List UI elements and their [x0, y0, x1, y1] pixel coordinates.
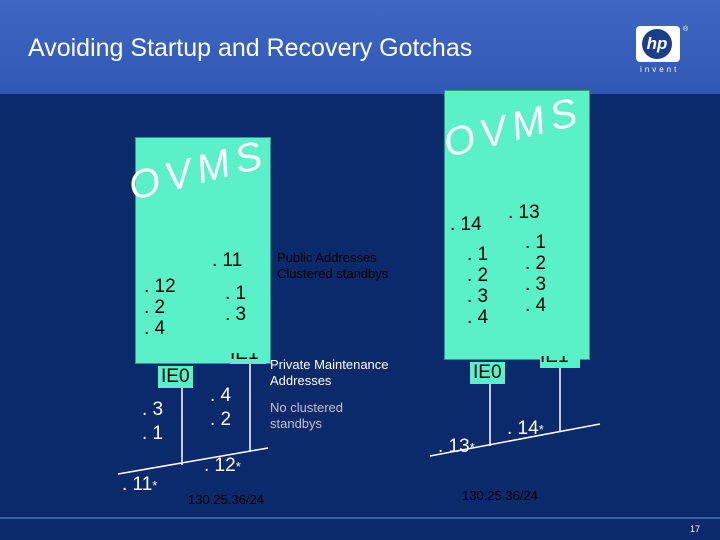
address: . 4: [210, 385, 232, 406]
right-ie0-interface: IE0: [470, 362, 505, 384]
left-ie0-cluster-address: . 11*: [122, 474, 158, 495]
private-addresses-note: Private Maintenance Addresses: [270, 357, 389, 388]
left-network-label: 130.25.36/24: [188, 492, 264, 507]
footer-divider: [0, 517, 720, 519]
right-ie1-cluster-address: . 14*: [507, 418, 544, 439]
right-node-box: [444, 90, 590, 360]
registered-mark: ®: [683, 26, 689, 33]
address: . 1: [142, 423, 164, 444]
slide-title: Avoiding Startup and Recovery Gotchas: [28, 34, 473, 62]
right-cluster-address-a: . 14: [450, 214, 482, 235]
address: . 12: [144, 276, 176, 297]
left-node-box: [135, 137, 271, 364]
address: . 1: [225, 283, 247, 304]
address: . 2: [144, 297, 166, 318]
address: . 4: [525, 295, 547, 316]
no-clustered-standbys-note: No clustered standbys: [270, 400, 343, 431]
right-addresses-b: . 1 . 2 . 3 . 4: [525, 232, 546, 316]
left-ie0-interface: IE0: [158, 366, 193, 388]
address: . 3: [525, 274, 547, 295]
address: . 3: [225, 304, 247, 325]
address: . 1: [525, 232, 547, 253]
invent-tagline: invent: [640, 65, 680, 74]
address: . 4: [144, 318, 166, 339]
right-network-label: 130.25.36/24: [462, 488, 538, 503]
right-cluster-address-b: . 13: [508, 202, 540, 223]
page-number: 17: [690, 524, 701, 534]
address: . 2: [210, 409, 232, 430]
right-addresses-a: . 1 . 2 . 3 . 4: [467, 244, 488, 328]
address: . 2: [525, 253, 547, 274]
left-ie1-addresses: . 4 . 2: [210, 384, 231, 432]
hp-logo-mark: hp: [642, 29, 672, 59]
left-ie1-interface: IE1: [230, 353, 266, 364]
address: . 3: [142, 399, 164, 420]
right-ie1-interface: IE1: [540, 356, 580, 368]
left-public-addresses-b: . 1 . 3: [225, 283, 246, 325]
public-addresses-note: Public Addresses Clustered standbys: [277, 250, 389, 281]
left-network-segment: [117, 447, 269, 475]
left-ie0-addresses: . 3 . 1: [142, 398, 163, 446]
address: . 2: [467, 265, 489, 286]
right-network-segment: [429, 423, 601, 457]
left-cluster-address: . 11: [212, 250, 243, 271]
address: . 1: [467, 244, 489, 265]
left-ie1-cluster-address: . 12*: [204, 455, 241, 476]
address: . 3: [467, 286, 489, 307]
title-bar: Avoiding Startup and Recovery Gotchas hp…: [0, 0, 720, 94]
address: . 4: [467, 307, 489, 328]
left-public-addresses: . 12 . 2 . 4: [144, 276, 176, 339]
hp-logo-icon: hp: [636, 26, 680, 62]
